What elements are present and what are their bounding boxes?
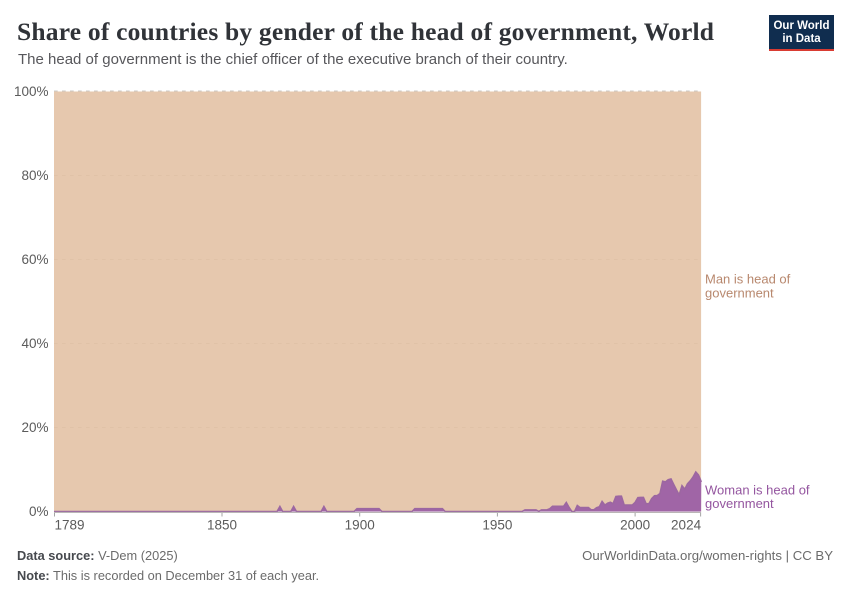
svg-text:Woman is head of: Woman is head of: [705, 482, 810, 497]
svg-text:government: government: [705, 496, 774, 511]
svg-text:0%: 0%: [29, 504, 49, 519]
svg-text:1900: 1900: [345, 518, 375, 533]
svg-text:government: government: [705, 286, 774, 301]
svg-text:100%: 100%: [14, 84, 49, 99]
svg-text:1950: 1950: [482, 518, 512, 533]
svg-text:60%: 60%: [21, 252, 48, 267]
svg-text:Man is head of: Man is head of: [705, 272, 791, 287]
svg-text:1850: 1850: [207, 518, 237, 533]
svg-text:20%: 20%: [21, 420, 48, 435]
svg-text:80%: 80%: [21, 168, 48, 183]
svg-text:40%: 40%: [21, 336, 48, 351]
svg-text:1789: 1789: [55, 518, 85, 533]
svg-text:2024: 2024: [671, 518, 702, 533]
svg-text:2000: 2000: [620, 518, 650, 533]
